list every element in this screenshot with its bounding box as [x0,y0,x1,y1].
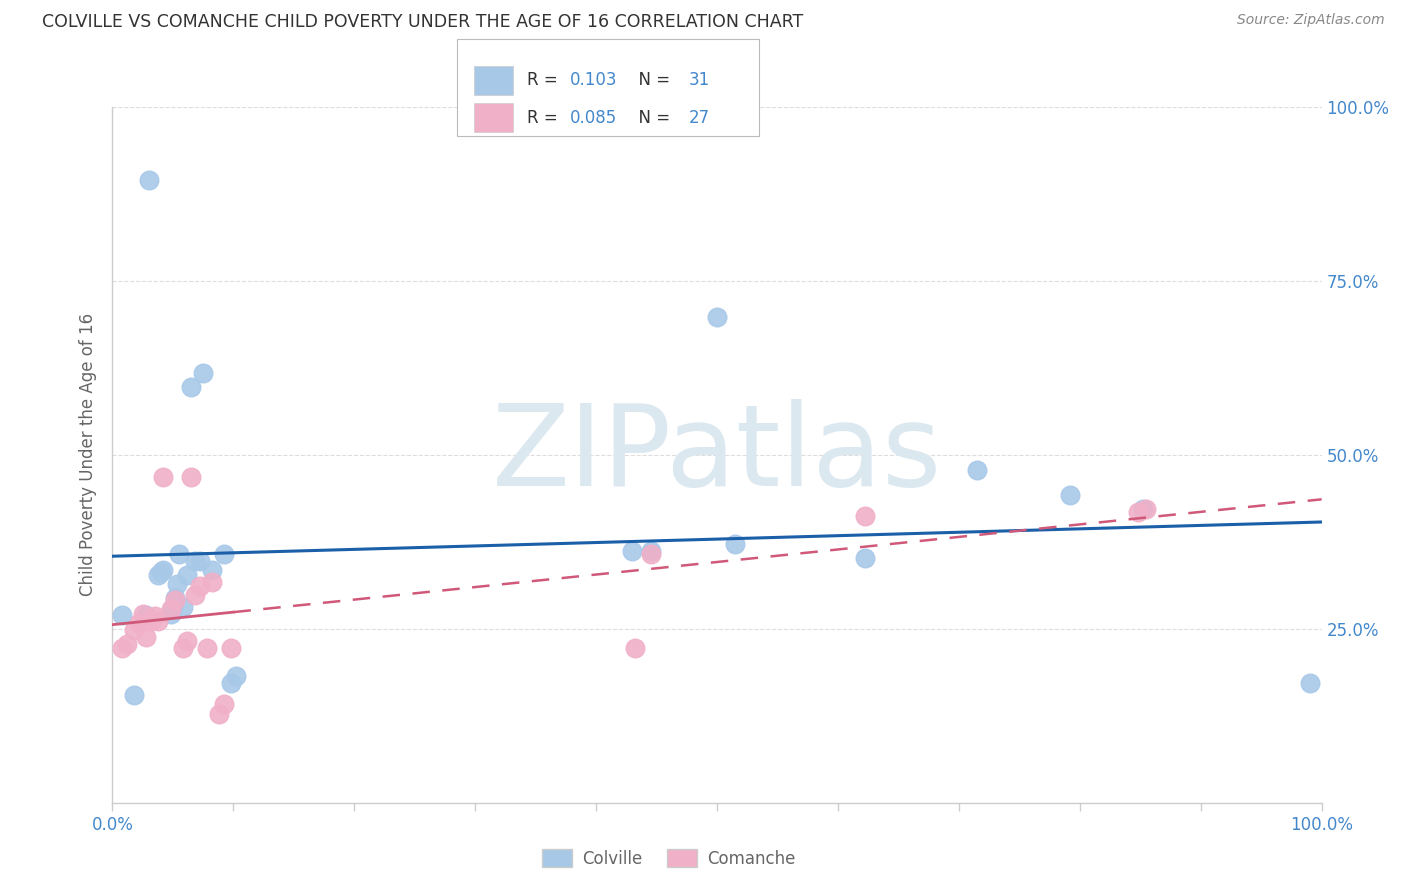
Point [148,614,170,628]
Point [152,563,174,577]
Point [180,470,202,484]
Point [853,550,876,565]
Text: N =: N = [628,109,676,127]
Point [1126,505,1149,519]
Text: 0.103: 0.103 [569,71,617,89]
Point [195,641,218,656]
Point [640,547,662,561]
Point [208,706,231,721]
Point [201,563,224,577]
Point [1132,502,1154,516]
Point [624,641,647,656]
Point [143,609,166,624]
Point [225,669,247,683]
Point [172,641,194,656]
Point [132,607,155,621]
Point [212,547,235,561]
Point [1135,502,1157,516]
Legend: Colville, Comanche: Colville, Comanche [536,842,803,874]
Point [1298,676,1320,690]
Point [166,576,188,591]
Text: N =: N = [628,71,676,89]
Point [212,697,235,711]
Text: R =: R = [527,71,564,89]
Text: Source: ZipAtlas.com: Source: ZipAtlas.com [1237,13,1385,28]
Point [188,579,211,593]
Point [165,592,187,607]
Point [135,630,157,644]
Point [172,599,194,614]
Point [853,509,876,524]
Text: ZIPatlas: ZIPatlas [492,400,942,510]
Point [111,641,134,656]
Point [219,676,242,690]
Point [176,567,198,582]
Point [180,380,202,394]
Point [1059,488,1081,502]
Point [724,537,747,551]
Point [621,544,644,558]
Point [176,634,198,648]
Y-axis label: Child Poverty Under the Age of 16: Child Poverty Under the Age of 16 [79,313,97,597]
Point [165,591,187,605]
Point [159,602,181,616]
Point [152,470,174,484]
Point [128,616,150,631]
Point [162,599,184,614]
Text: 0.085: 0.085 [569,109,617,127]
Point [966,463,988,477]
Point [706,310,728,325]
Point [183,554,205,568]
Point [219,641,242,656]
Point [188,554,211,568]
Point [148,567,170,582]
Text: 31: 31 [689,71,710,89]
Point [115,637,138,651]
Text: COLVILLE VS COMANCHE CHILD POVERTY UNDER THE AGE OF 16 CORRELATION CHART: COLVILLE VS COMANCHE CHILD POVERTY UNDER… [42,13,803,31]
Point [167,547,190,561]
Point [122,624,145,638]
Text: 27: 27 [689,109,710,127]
Point [122,688,145,702]
Point [111,607,134,622]
Point [201,574,224,589]
Point [183,589,205,603]
Point [159,607,181,621]
Point [135,607,157,622]
Point [141,614,163,628]
Point [138,173,160,187]
Point [640,544,662,558]
Point [191,366,214,380]
Point [149,565,172,579]
Text: R =: R = [527,109,564,127]
